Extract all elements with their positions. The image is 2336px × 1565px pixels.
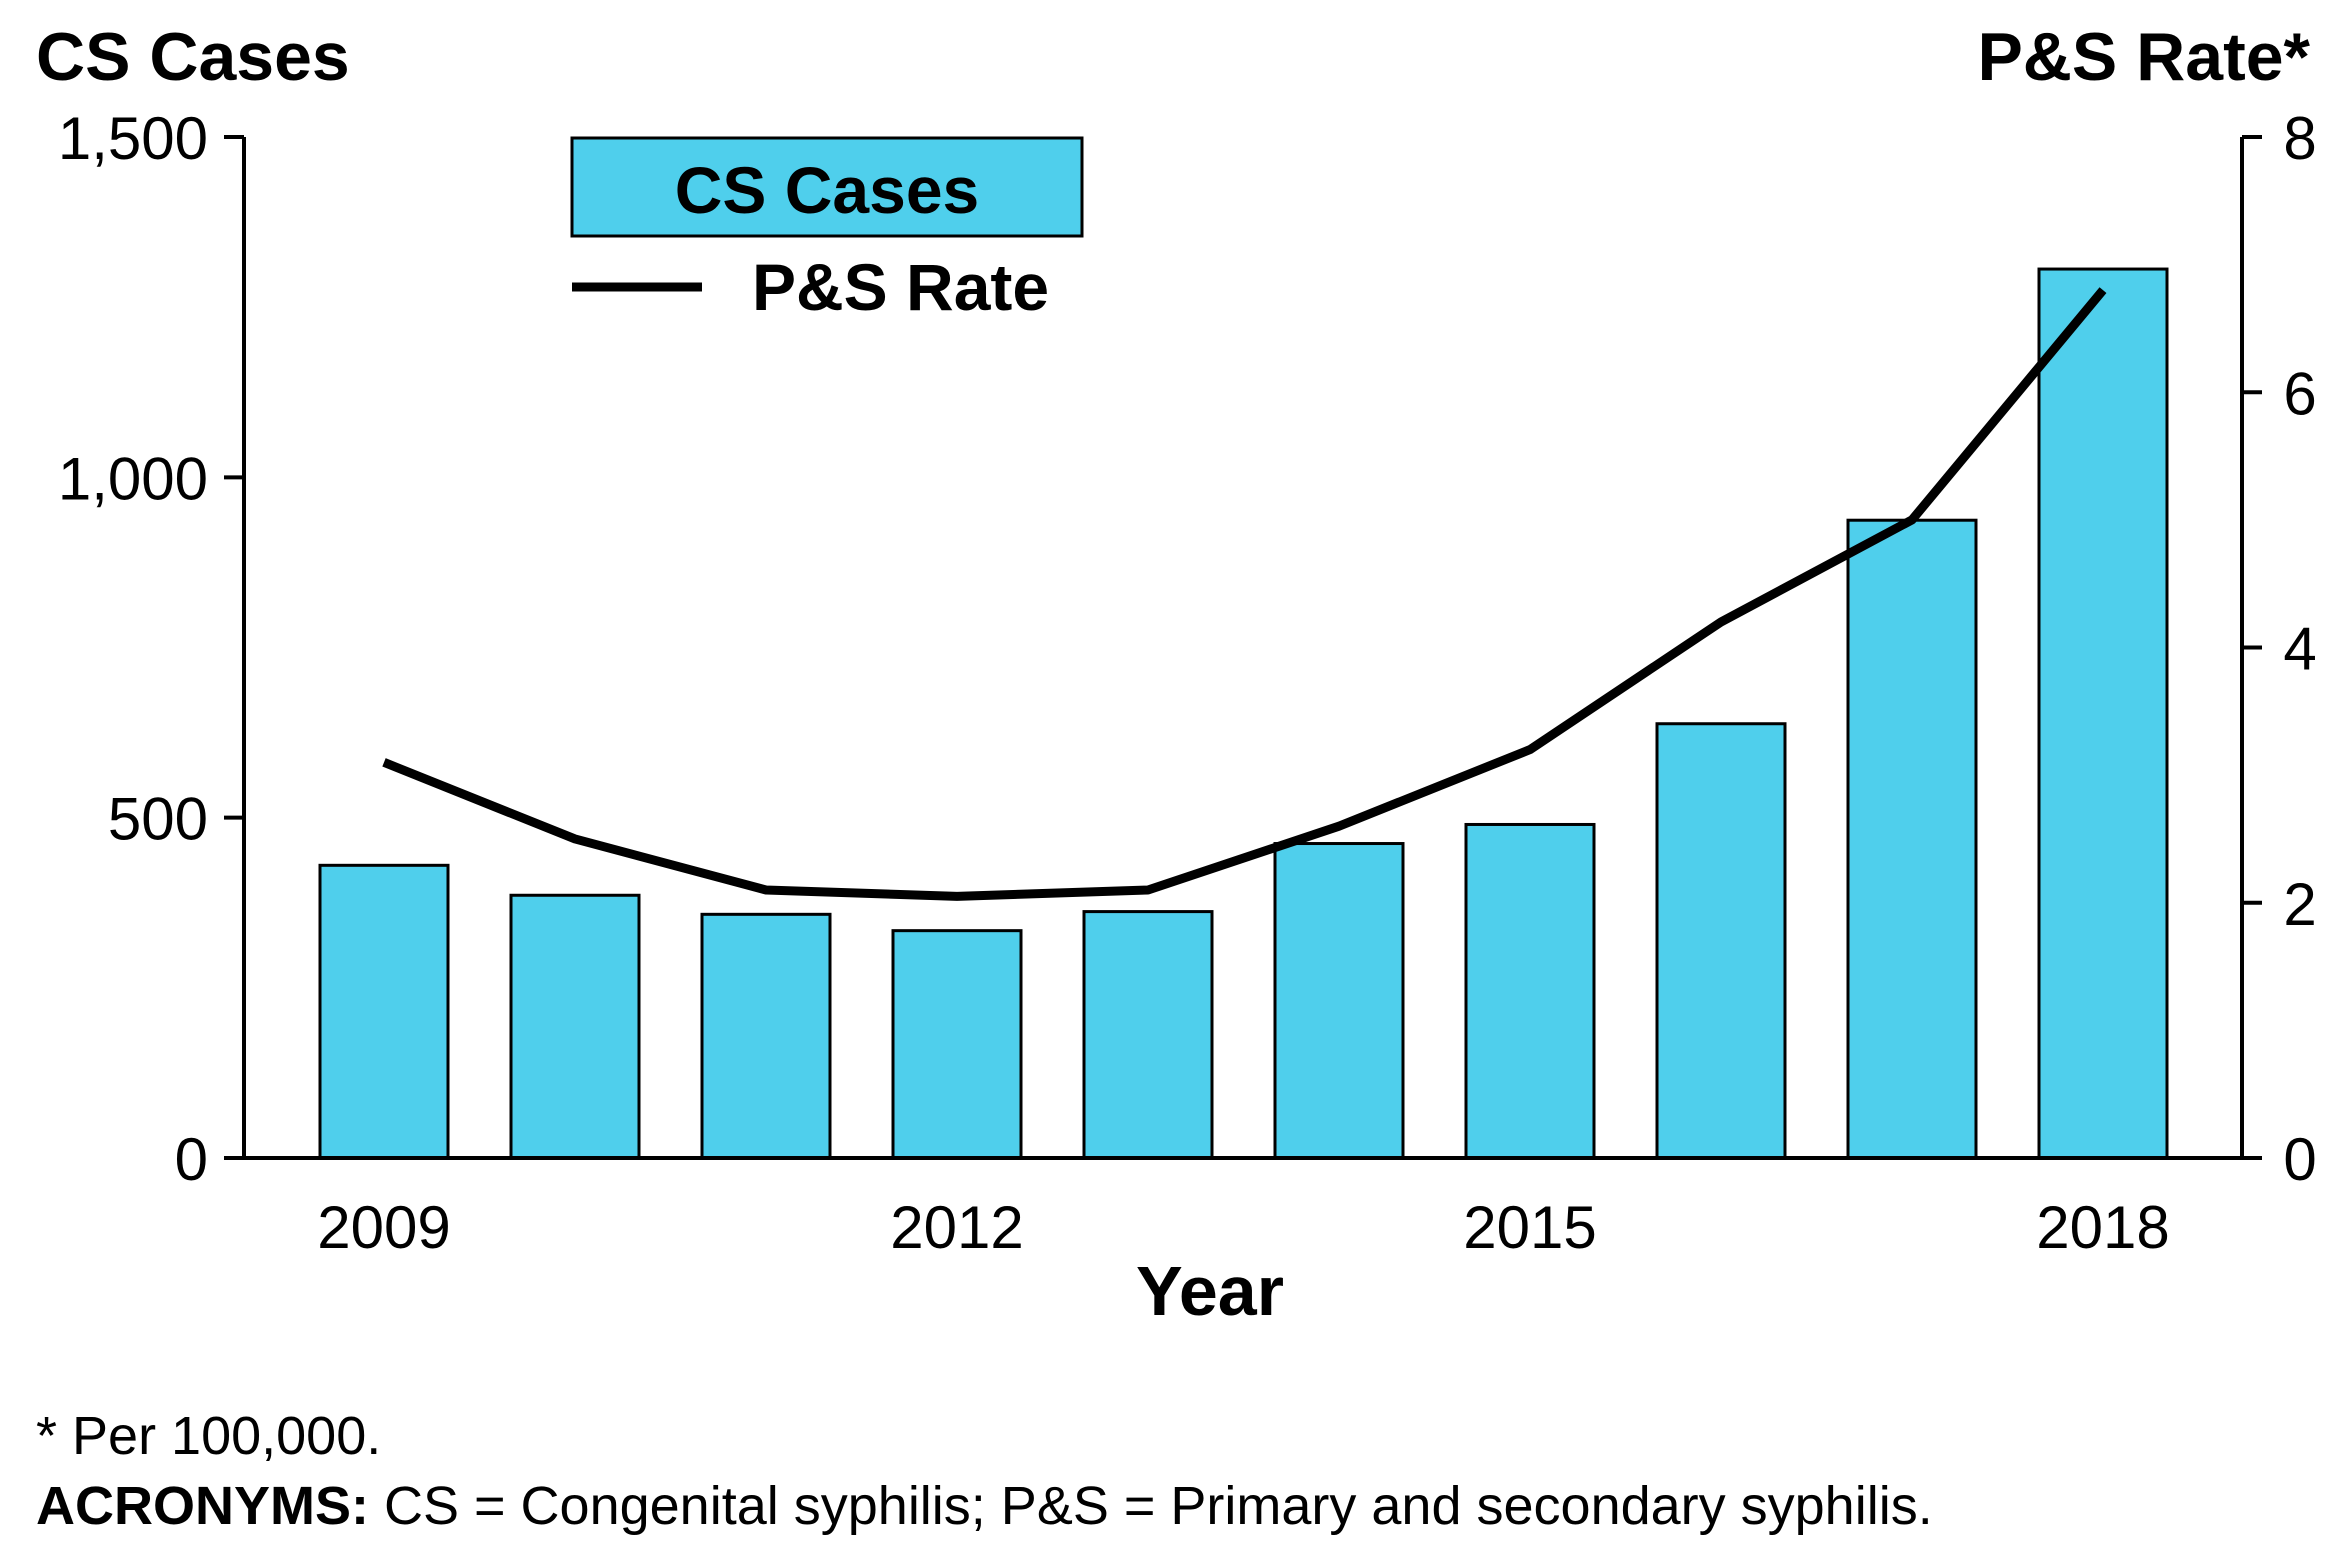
left-tick-label-1500: 1,500 bbox=[58, 105, 208, 172]
left-tick-label-1000: 1,000 bbox=[58, 445, 208, 512]
bar-2009 bbox=[318, 863, 450, 1160]
acronyms-text: CS = Congenital syphilis; P&S = Primary … bbox=[369, 1476, 1933, 1536]
bar-2018 bbox=[2037, 267, 2169, 1160]
bars-group bbox=[318, 267, 2169, 1160]
left-tick-label-500: 500 bbox=[108, 786, 208, 853]
legend-swatch-cs-cases bbox=[570, 136, 1084, 238]
chart: 0 500 1,000 1,500 0 2 4 6 8 2009 2012 2015 2018 CS C… bbox=[36, 19, 2317, 1330]
rate-line bbox=[382, 287, 2107, 901]
bar-2016 bbox=[1655, 722, 1787, 1160]
bar-2010 bbox=[509, 893, 641, 1160]
left-axis-title: CS Cases bbox=[36, 19, 350, 95]
x-tick-label-2015: 2015 bbox=[1463, 1194, 1596, 1261]
x-tick-label-2018: 2018 bbox=[2036, 1194, 2169, 1261]
legend-label-ps-rate: P&S Rate bbox=[752, 250, 1049, 324]
legend: CS Cases P&S Rate bbox=[570, 136, 1084, 324]
bar-2011 bbox=[700, 912, 832, 1160]
right-tick-label-2: 2 bbox=[2283, 871, 2316, 938]
right-tick-label-0: 0 bbox=[2283, 1126, 2316, 1193]
x-tick-label-2012: 2012 bbox=[890, 1194, 1023, 1261]
x-axis-title: Year bbox=[1136, 1252, 1284, 1330]
right-tick-label-8: 8 bbox=[2283, 105, 2316, 172]
right-tick-label-6: 6 bbox=[2283, 360, 2316, 427]
legend-label-cs-cases: CS Cases bbox=[675, 153, 980, 227]
ticks-group: 0 500 1,000 1,500 0 2 4 6 8 2009 2012 2015 2018 bbox=[58, 105, 2317, 1261]
right-tick-label-4: 4 bbox=[2283, 616, 2316, 683]
bar-2014 bbox=[1273, 842, 1405, 1160]
right-axis-title: P&S Rate* bbox=[1977, 19, 2310, 95]
x-tick-label-2009: 2009 bbox=[317, 1194, 450, 1261]
bar-2013 bbox=[1082, 910, 1214, 1160]
acronyms-label: ACRONYMS: bbox=[36, 1476, 369, 1536]
footnote-per: * Per 100,000. bbox=[36, 1406, 382, 1466]
left-tick-label-0: 0 bbox=[175, 1126, 208, 1193]
bar-2012 bbox=[891, 929, 1023, 1160]
bar-2017 bbox=[1846, 518, 1978, 1160]
footnote-acronyms: ACRONYMS: CS = Congenital syphilis; P&S … bbox=[36, 1475, 1933, 1537]
bar-2015 bbox=[1464, 822, 1596, 1160]
